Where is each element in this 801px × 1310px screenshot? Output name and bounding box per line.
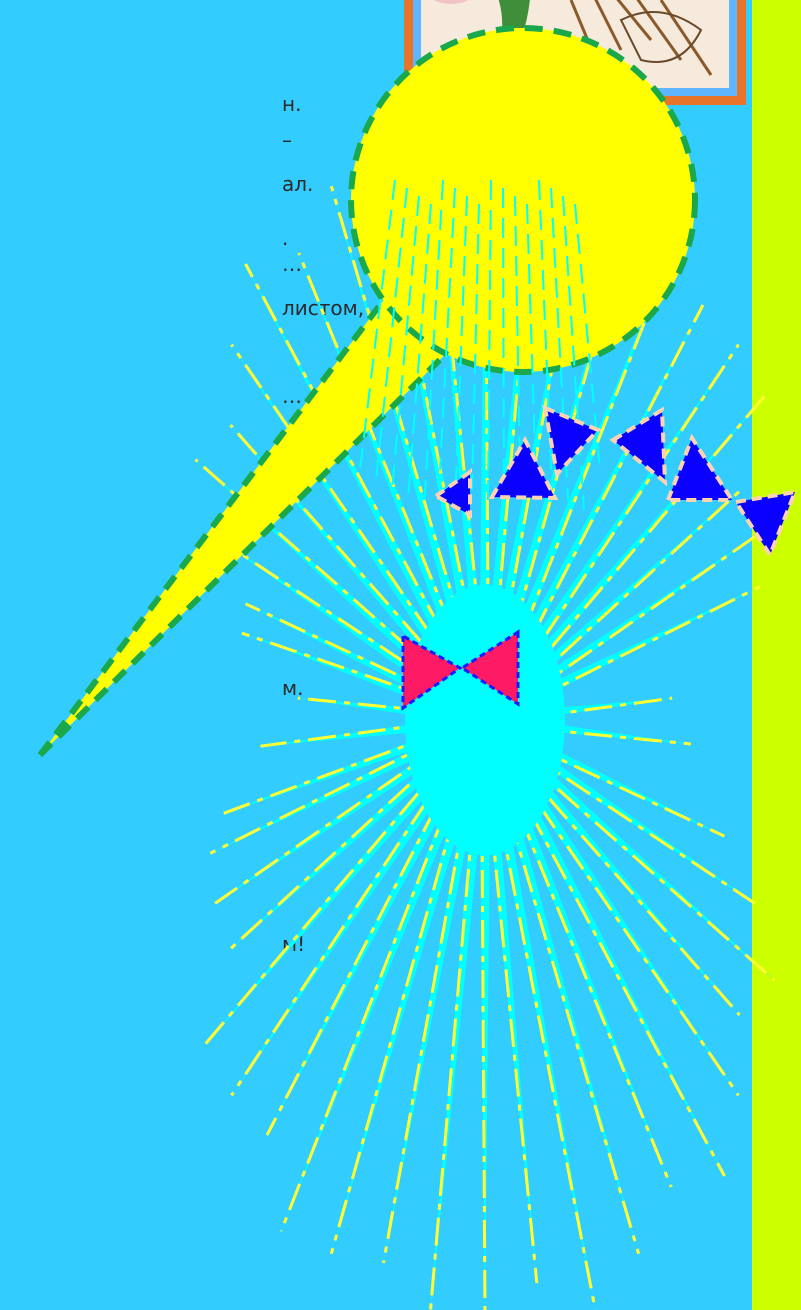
- starburst-ray: [223, 715, 485, 815]
- starburst-ray: [244, 263, 490, 719]
- starburst: [194, 107, 776, 1310]
- side-bar: [752, 0, 801, 1310]
- starburst-ray: [485, 696, 673, 726]
- starburst-ray: [329, 185, 490, 720]
- starburst-core: [405, 585, 565, 855]
- bow-right-wing: [459, 629, 520, 707]
- poem-line-3: ал.: [282, 172, 314, 196]
- starburst-spike: [383, 718, 491, 1263]
- sun-rays: [359, 179, 601, 511]
- poem-line-7: …: [282, 384, 302, 408]
- starburst-spike: [479, 718, 596, 1310]
- starburst-ray: [265, 717, 484, 1136]
- poem-line-4: .: [282, 226, 289, 250]
- sun-callout: [348, 25, 698, 375]
- bow-tie: [401, 629, 520, 711]
- sun-overlay-ray: [550, 187, 569, 501]
- sketch-blush-shape: [433, 0, 469, 4]
- starburst-ray: [486, 304, 705, 723]
- starburst-spike: [430, 719, 491, 1310]
- garland-triangle-3: [542, 404, 602, 479]
- garland-triangle-1: [432, 468, 472, 519]
- starburst-ray: [297, 252, 490, 719]
- sun-overlay-ray: [375, 187, 408, 481]
- garland-triangle-4: [609, 406, 668, 487]
- starburst-ray: [483, 722, 726, 838]
- sun-overlay-ray: [407, 203, 432, 501]
- starburst-ray: [381, 718, 483, 1264]
- triangle-garland: [432, 404, 799, 560]
- sun-overlay-ray: [562, 195, 585, 511]
- starburst-ray: [479, 720, 539, 1284]
- garland-triangle-5: [665, 433, 736, 502]
- sun-overlay-ray: [526, 203, 537, 481]
- starburst-spike: [479, 125, 491, 720]
- starburst-ray: [484, 722, 691, 746]
- sun-callout-tail-outline: [37, 283, 473, 758]
- sun-overlay-ray: [487, 179, 492, 501]
- sun-overlay-ray: [359, 179, 396, 471]
- starburst-spike: [479, 720, 491, 1310]
- sun-overlay-ray: [455, 195, 468, 481]
- poem-line-5: …: [282, 252, 302, 276]
- sun-overlay-ray: [502, 187, 505, 511]
- sketch-basket: [619, 11, 703, 63]
- garland-triangle-6: [732, 489, 799, 560]
- sun-overlay-ray: [423, 179, 444, 511]
- starburst-spike: [281, 717, 491, 1232]
- starburst-ray: [480, 721, 726, 1177]
- sun-callout-tail: [40, 285, 470, 755]
- starburst-spike: [479, 208, 689, 723]
- starburst-ray: [480, 721, 673, 1188]
- starburst-ray: [297, 696, 486, 718]
- sun-overlay-ray: [574, 203, 601, 471]
- poem-line-1: н.: [282, 92, 302, 116]
- sun-overlay-ray: [439, 187, 456, 471]
- poem-line-2: –: [282, 128, 292, 152]
- sun-overlay-ray: [514, 195, 521, 471]
- bow-left-wing: [401, 633, 463, 711]
- poem-line-9: м.: [282, 676, 304, 700]
- sketch-branch-lines: [569, 0, 713, 76]
- starburst-spike: [331, 717, 491, 1254]
- sun-overlay-ray: [471, 203, 480, 491]
- starburst-ray: [329, 718, 484, 1255]
- garland-triangle-2: [488, 435, 559, 501]
- starburst-ray: [244, 602, 487, 718]
- starburst-ray: [480, 720, 641, 1255]
- sun-overlay-ray: [391, 195, 420, 491]
- starburst-ray: [241, 631, 487, 718]
